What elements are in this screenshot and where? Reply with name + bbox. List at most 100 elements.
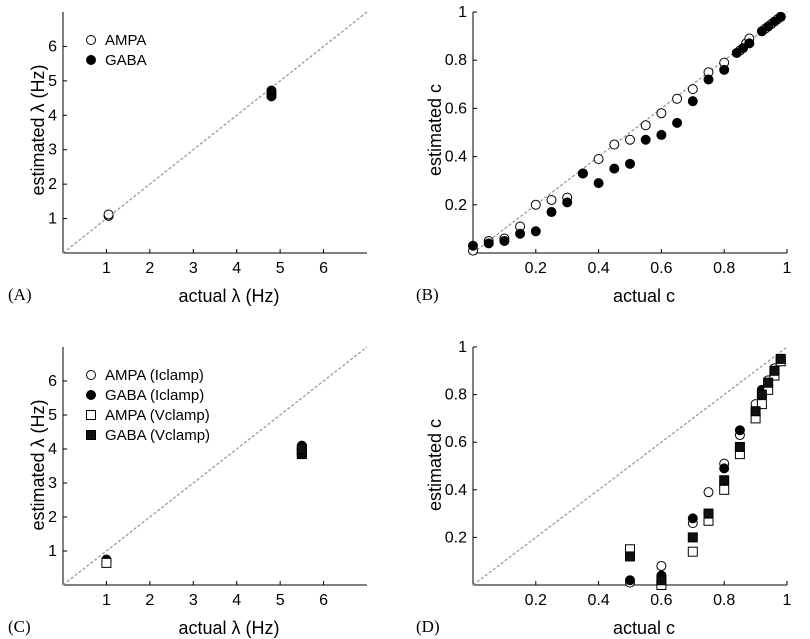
- x-axis-title: actual c: [613, 286, 675, 306]
- data-point: [625, 575, 635, 586]
- legend: AMPA GABA: [86, 32, 147, 69]
- x-axis-title: actual c: [613, 618, 675, 638]
- x-tick-label: 0.2: [525, 592, 547, 609]
- y-tick-label: 4: [48, 441, 57, 458]
- series-2: [101, 447, 307, 568]
- y-tick-label: 5: [48, 407, 57, 424]
- y-tick-label: 0.8: [445, 52, 467, 69]
- y-tick-label: 0.4: [445, 149, 467, 166]
- x-tick-label: 0.4: [587, 260, 609, 277]
- y-tick-label: 3: [48, 475, 57, 492]
- x-axis-title: actual λ (Hz): [178, 618, 279, 638]
- x-tick-label: 2: [145, 592, 154, 609]
- x-tick-label: 1: [102, 260, 111, 277]
- panel-label: (D): [416, 617, 440, 636]
- data-point: [656, 129, 667, 140]
- x-tick-label: 6: [319, 260, 328, 277]
- x-tick-label: 0.8: [713, 260, 735, 277]
- y-tick-label: 6: [48, 38, 57, 55]
- y-tick-label: 0.6: [445, 100, 467, 117]
- identity-line: [472, 11, 788, 254]
- data-point: [609, 163, 620, 174]
- series-1: [266, 85, 277, 102]
- identity-line: [62, 346, 368, 586]
- series-3: [296, 444, 307, 460]
- data-point: [577, 168, 588, 179]
- series-3: [625, 353, 786, 586]
- x-axis-title: actual λ (Hz): [178, 286, 279, 306]
- data-point: [562, 197, 573, 208]
- data-point: [687, 96, 698, 107]
- data-point: [687, 546, 698, 557]
- data-point: [296, 444, 307, 454]
- data-point: [750, 406, 761, 417]
- data-point: [672, 93, 683, 104]
- data-point: [719, 463, 730, 474]
- data-point: [593, 178, 604, 189]
- x-tick-label: 0.8: [713, 592, 735, 609]
- y-axis-title: estimated λ (Hz): [28, 64, 48, 195]
- data-point: [687, 84, 698, 95]
- x-tick-label: 6: [319, 592, 328, 609]
- series-0: [103, 89, 277, 221]
- legend-label: AMPA (Iclamp): [105, 367, 204, 384]
- data-point: [530, 226, 541, 237]
- data-point: [734, 425, 745, 436]
- y-tick-label: 5: [48, 73, 57, 90]
- y-tick-label: 0.6: [445, 434, 467, 451]
- x-tick-label: 0.2: [525, 260, 547, 277]
- legend-label: GABA (Vclamp): [105, 427, 210, 444]
- y-tick-label: 1: [48, 543, 57, 560]
- data-point: [483, 238, 494, 249]
- legend-label: GABA (Iclamp): [105, 387, 204, 404]
- data-point: [625, 134, 635, 145]
- x-tick-label: 0.6: [650, 260, 672, 277]
- y-tick-label: 2: [48, 176, 57, 193]
- legend-marker: [86, 430, 96, 440]
- data-point: [756, 399, 767, 410]
- data-point: [687, 513, 698, 524]
- data-point: [468, 240, 478, 251]
- panel-b: (B) actual c estimated c 0.2 0.4 0.6 0.8 1 0.…: [416, 4, 792, 306]
- x-tick-label: 0.4: [587, 592, 609, 609]
- data-point: [546, 194, 557, 205]
- data-point: [769, 365, 780, 376]
- panel-label: (B): [416, 285, 439, 304]
- identity-line: [472, 346, 788, 586]
- y-tick-label: 2: [48, 509, 57, 526]
- x-tick-label: 5: [276, 260, 285, 277]
- x-tick-label: 4: [232, 260, 241, 277]
- data-point: [640, 134, 651, 145]
- data-point: [640, 120, 651, 131]
- series-1: [468, 11, 786, 251]
- data-point: [625, 158, 635, 169]
- panel-d: (D) actual c estimated c 0.2 0.4 0.6 0.8 1 0.…: [416, 339, 792, 638]
- legend-label: GABA: [105, 52, 147, 69]
- x-tick-label: 1: [102, 592, 111, 609]
- data-point: [656, 560, 667, 571]
- data-point: [656, 108, 667, 119]
- legend-label: AMPA (Vclamp): [105, 407, 210, 424]
- data-point: [687, 532, 698, 543]
- x-tick-label: 1: [783, 260, 792, 277]
- data-point: [499, 235, 510, 246]
- data-point: [672, 117, 683, 128]
- legend-marker: [86, 370, 96, 380]
- data-point: [719, 64, 730, 75]
- x-tick-label: 3: [189, 592, 198, 609]
- y-tick-label: 1: [458, 339, 467, 356]
- panel-c: (C) actual λ (Hz) estimated λ (Hz) 1 2 3 4 5…: [8, 346, 368, 638]
- y-tick-label: 0.2: [445, 529, 467, 546]
- series-1: [625, 353, 786, 586]
- legend-marker: [86, 390, 96, 400]
- data-point: [625, 551, 635, 562]
- y-tick-label: 1: [48, 211, 57, 228]
- y-tick-label: 0.4: [445, 482, 467, 499]
- x-tick-label: 5: [276, 592, 285, 609]
- legend-marker: [86, 410, 96, 420]
- data-point: [703, 508, 714, 519]
- data-point: [756, 389, 767, 400]
- y-axis-title: estimated λ (Hz): [28, 399, 48, 530]
- data-point: [734, 441, 745, 452]
- y-tick-label: 0.2: [445, 197, 467, 214]
